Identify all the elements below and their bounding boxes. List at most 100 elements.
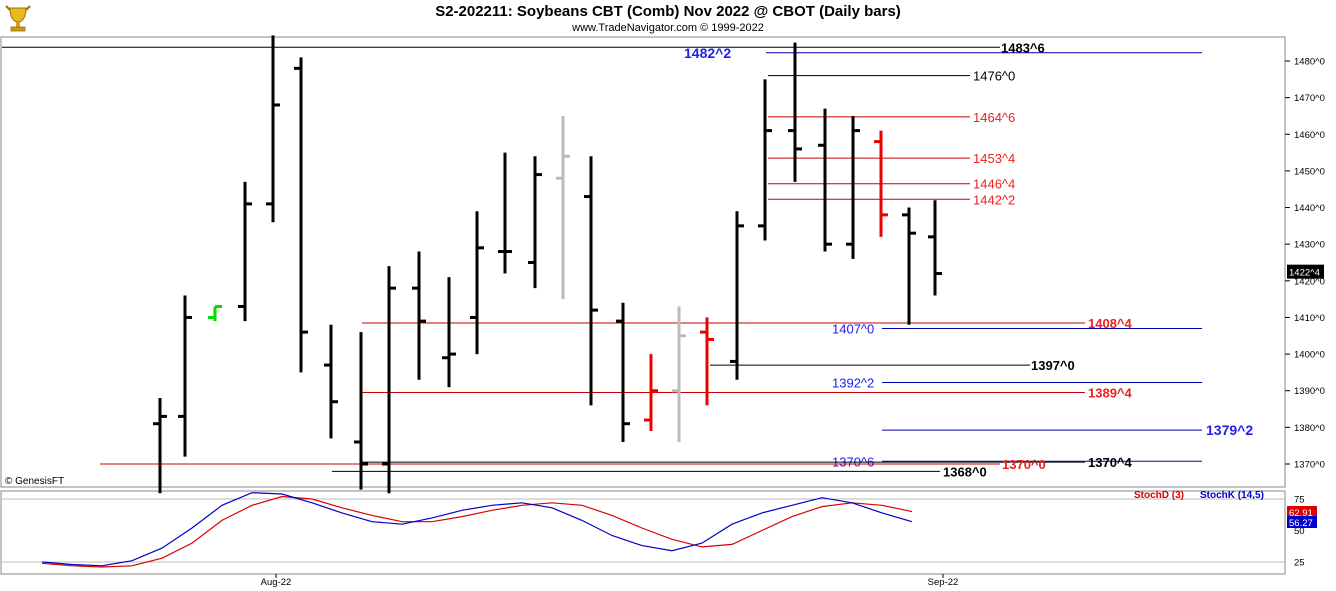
level-line: 1453^4 — [768, 151, 1015, 166]
level-line: 1392^2 — [832, 375, 1202, 390]
level-line: 1370^0 — [100, 457, 1046, 472]
x-tick-label: Aug-22 — [261, 577, 292, 588]
ohlc-bar — [528, 156, 542, 289]
stoch-legend-d: StochD (3) — [1134, 490, 1184, 501]
stoch-last-label: 56.27 — [1289, 518, 1313, 529]
y-tick-label: 1450^0 — [1294, 166, 1325, 177]
level-label: 1482^2 — [684, 45, 731, 61]
y-tick-label: 1370^0 — [1294, 460, 1325, 471]
stoch-last-tag — [1287, 516, 1317, 528]
last-price-tag — [1287, 264, 1324, 279]
y-tick-label: 1460^0 — [1294, 130, 1325, 141]
date-axis: Aug-22 Sep-22 — [261, 574, 959, 588]
y-tick-label: 1410^0 — [1294, 313, 1325, 324]
stoch-legend-k: StochK (14,5) — [1200, 490, 1264, 501]
ohlc-bar — [818, 108, 832, 252]
chart-header: S2-202211: Soybeans CBT (Comb) Nov 2022 … — [0, 0, 1336, 36]
y-tick-label: 1390^0 — [1294, 386, 1325, 397]
last-price-label: 1422^4 — [1289, 268, 1320, 279]
level-label: 1453^4 — [973, 151, 1015, 166]
level-label: 1464^6 — [973, 110, 1015, 125]
y-tick-label: 1420^0 — [1294, 276, 1325, 287]
y-tick-label: 1430^0 — [1294, 240, 1325, 251]
chart-title: S2-202211: Soybeans CBT (Comb) Nov 2022 … — [435, 3, 901, 20]
ohlc-bar — [178, 295, 192, 457]
ohlc-bar — [442, 277, 456, 388]
ohlc-bar — [324, 324, 338, 439]
level-line: 1482^2 — [684, 45, 1202, 61]
level-label: 1370^4 — [1088, 455, 1133, 470]
level-line: 1379^2 — [882, 422, 1253, 438]
level-label: 1446^4 — [973, 177, 1015, 192]
level-label: 1407^0 — [832, 321, 874, 336]
ohlc-bar — [382, 266, 396, 494]
ohlc-bar — [208, 304, 222, 322]
y-tick-label: 1480^0 — [1294, 57, 1325, 68]
level-lines: 1483^6 1482^2 1476^0 1464^6 1453^4 1446^41442… — [2, 40, 1253, 479]
level-line: 1446^4 — [768, 177, 1015, 192]
ohlc-bar — [700, 317, 714, 406]
level-label: 1389^4 — [1088, 386, 1133, 401]
ohlc-bar — [788, 42, 802, 182]
price-panel-border — [0, 36, 1286, 488]
level-label: 1476^0 — [973, 69, 1015, 84]
ohlc-bar — [928, 200, 942, 296]
y-tick-label: 1440^0 — [1294, 203, 1325, 214]
watermark: © GenesisFT — [5, 476, 64, 487]
level-label: 1379^2 — [1206, 422, 1253, 438]
level-line: 1368^0 — [332, 464, 987, 479]
level-line: 1408^4 — [362, 316, 1133, 331]
stoch-tick-label: 75 — [1294, 495, 1305, 506]
ohlc-bar — [846, 115, 860, 259]
stoch-tick-label: 50 — [1294, 526, 1305, 537]
level-label: 1370^0 — [1002, 457, 1046, 472]
stoch-tick-label: 25 — [1294, 558, 1305, 569]
ohlc-bar — [758, 79, 772, 241]
ohlc-bar — [874, 130, 888, 237]
level-line: 1483^6 — [2, 40, 1045, 55]
level-label: 1408^4 — [1088, 316, 1133, 331]
level-line: 1464^6 — [768, 110, 1015, 125]
ohlc-bar — [470, 211, 484, 355]
ohlc-bar — [556, 115, 570, 300]
stoch-series-line — [41, 492, 913, 567]
ohlc-bars — [153, 35, 942, 494]
ohlc-bar — [730, 211, 744, 380]
level-line: 1442^2 — [768, 192, 1015, 207]
level-label: 1442^2 — [973, 192, 1015, 207]
ohlc-bar — [584, 156, 598, 406]
chart-subtitle: www.TradeNavigator.com © 1999-2022 — [572, 22, 764, 34]
bull-trophy-icon — [2, 2, 34, 39]
y-tick-label: 1400^0 — [1294, 350, 1325, 361]
level-line: 1370^4 — [362, 455, 1133, 470]
level-line: 1407^0 — [832, 321, 1202, 336]
level-line: 1389^4 — [362, 386, 1133, 401]
ohlc-bar — [672, 306, 686, 443]
y-tick-label: 1380^0 — [1294, 423, 1325, 434]
stoch-series-line — [41, 495, 913, 568]
ohlc-bar — [153, 398, 167, 494]
ohlc-bar — [902, 207, 916, 325]
ohlc-bar — [266, 35, 280, 223]
level-line: 1476^0 — [768, 69, 1015, 84]
ohlc-bar — [238, 181, 252, 322]
level-line: 1397^0 — [710, 358, 1075, 373]
level-label: 1368^0 — [943, 464, 987, 479]
level-label: 1483^6 — [1001, 40, 1045, 55]
level-label: 1392^2 — [832, 375, 874, 390]
ohlc-bar — [412, 251, 426, 380]
ohlc-bar — [644, 354, 658, 432]
ohlc-bar — [616, 302, 630, 443]
stoch-last-label: 62.91 — [1289, 508, 1313, 519]
ohlc-bar — [354, 332, 368, 490]
stoch-panel-border — [0, 490, 1286, 575]
y-tick-label: 1470^0 — [1294, 93, 1325, 104]
ohlc-bar — [294, 57, 308, 373]
price-axis: 1480^0 1470^0 1460^0 1450^0 1440^0 1430^0 1420… — [1285, 57, 1325, 471]
stoch-last-tag — [1287, 506, 1317, 518]
ohlc-bar — [498, 152, 512, 274]
level-label: 1397^0 — [1031, 358, 1075, 373]
x-tick-label: Sep-22 — [928, 577, 959, 588]
